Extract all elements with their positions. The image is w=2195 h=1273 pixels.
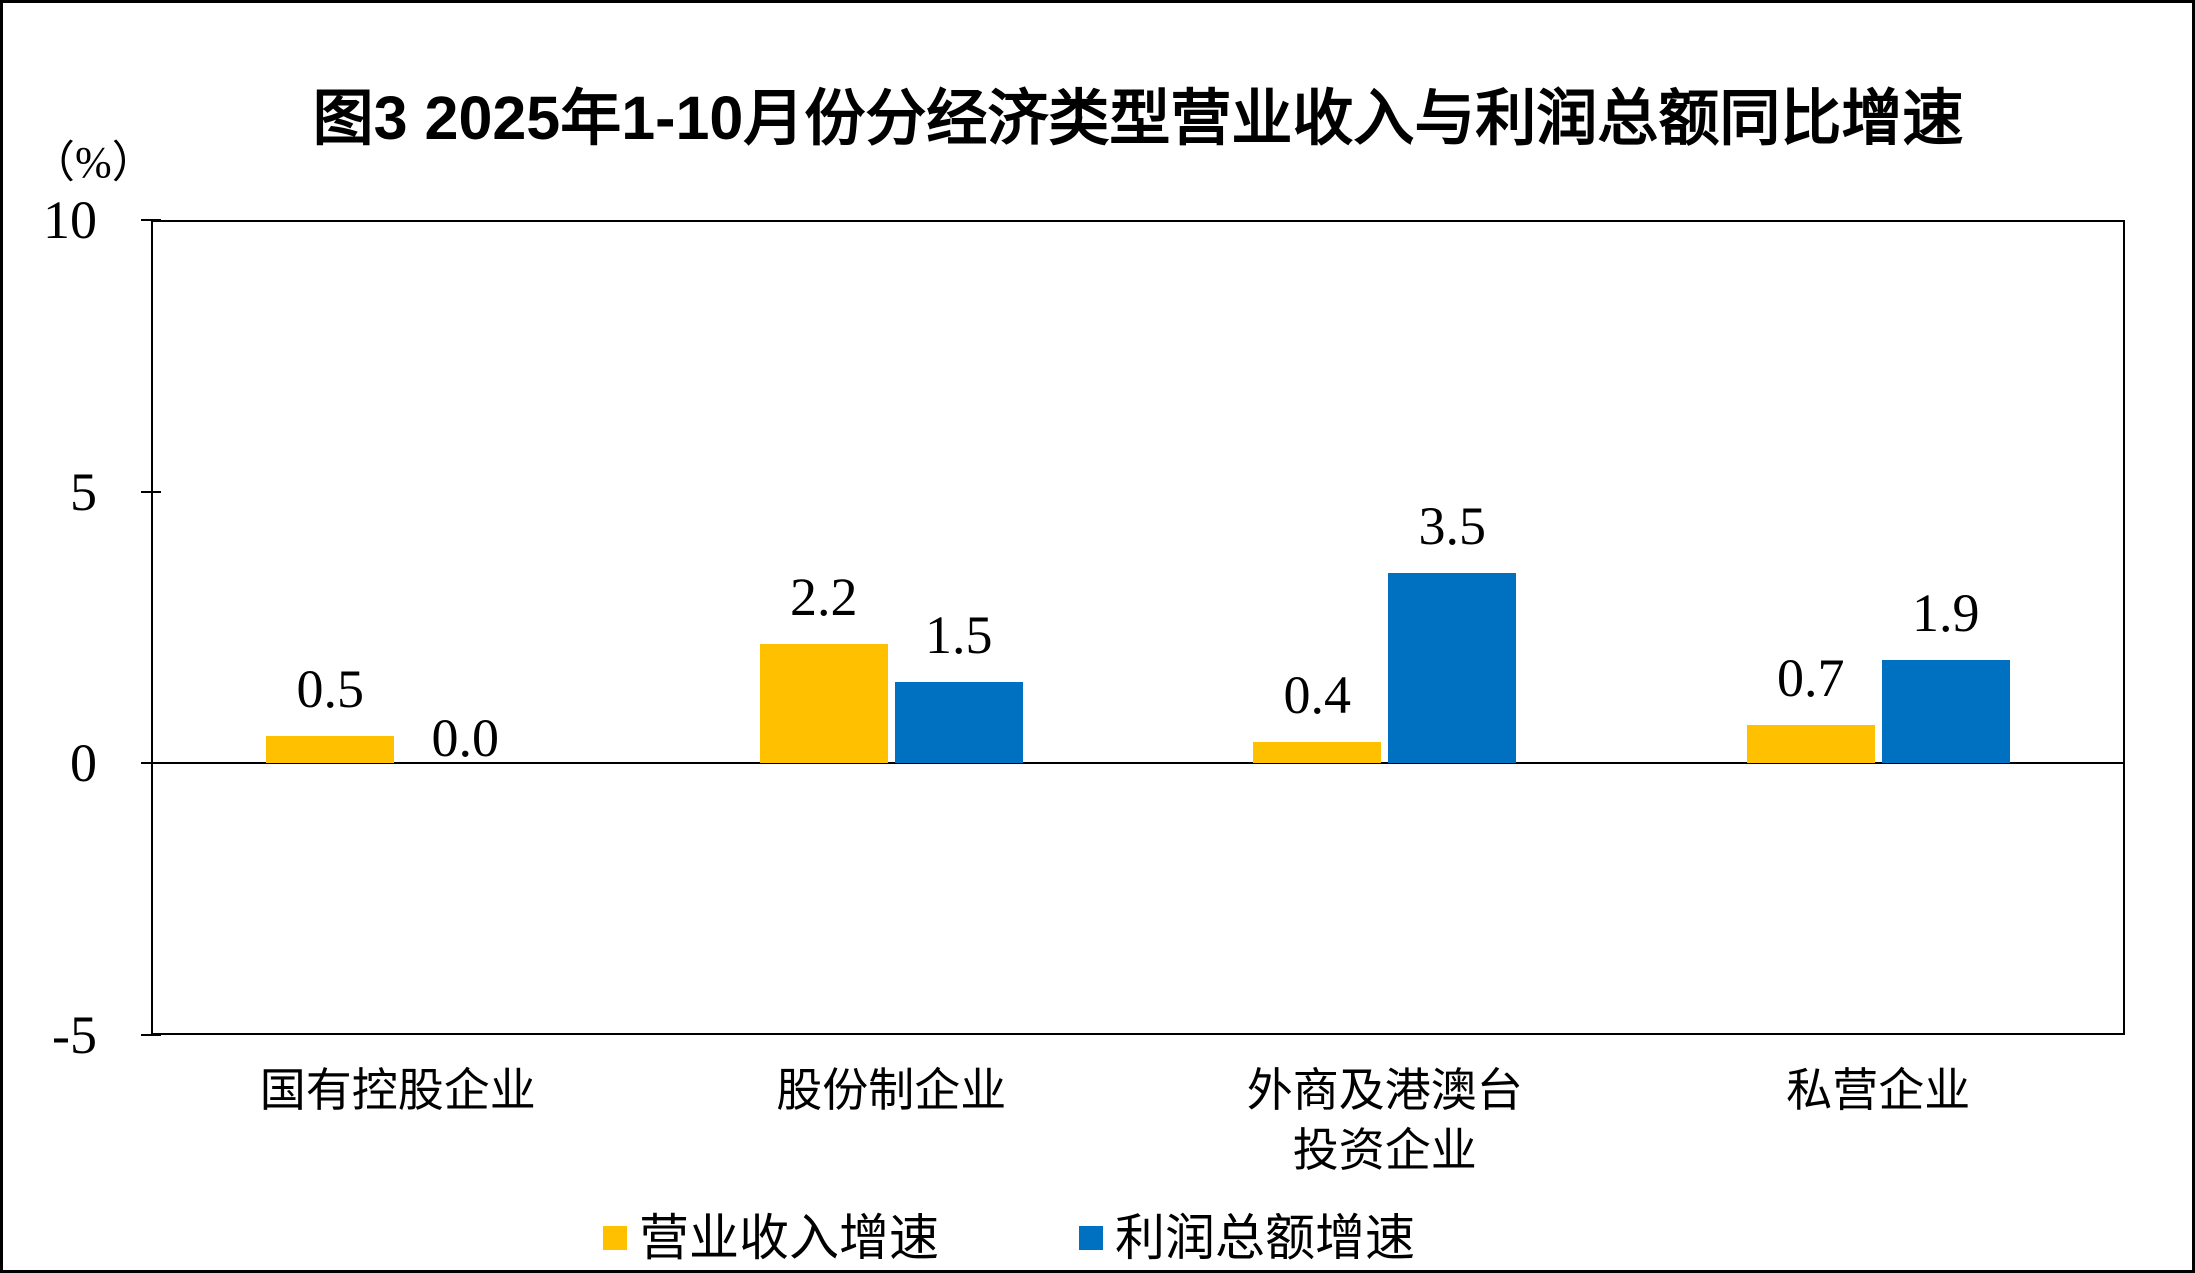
x-axis-category-label-line: 私营企业 [1786,1065,1971,1116]
plot-area [151,220,2125,1035]
y-axis-tick-label: 10 [43,190,97,250]
y-axis-tick-mark [141,1034,161,1036]
bar-value-label-revenue-1: 2.2 [790,566,858,627]
y-axis-tick-label: -5 [52,1005,97,1065]
legend-label-revenue: 营业收入增速 [639,1210,939,1266]
x-axis-category-label-line: 国有控股企业 [259,1065,536,1116]
bar-profit-1 [894,681,1023,764]
y-axis-tick-label: 0 [70,733,97,794]
y-axis-unit-label: （%） [31,138,156,187]
legend-item-profit: 利润总额增速 [1079,1209,1415,1267]
bar-value-label-profit-1: 1.5 [925,604,993,665]
x-axis-category-label-line: 外商及港澳台 [1246,1065,1523,1116]
bar-revenue-2 [1253,741,1382,764]
y-axis-tick-mark [141,490,161,493]
x-axis-category-label-line: 投资企业 [1292,1125,1477,1176]
legend-swatch-profit [1079,1226,1103,1250]
bar-revenue-1 [759,643,888,764]
x-axis-category-label: 私营企业 [1631,1061,2125,1121]
bar-revenue-0 [266,736,395,764]
bar-value-label-profit-2: 3.5 [1418,496,1487,557]
bar-value-label-profit-0: 0.0 [431,708,500,769]
bar-value-label-revenue-0: 0.5 [296,659,365,720]
bar-profit-2 [1388,573,1517,764]
bar-profit-3 [1881,660,2010,764]
bar-value-label-revenue-2: 0.4 [1283,664,1352,725]
x-axis-category-label: 外商及港澳台 投资企业 [1138,1061,1632,1181]
x-axis-category-label: 股份制企业 [644,1061,1138,1121]
bar-value-label-profit-3: 1.9 [1912,583,1980,644]
bar-value-label-revenue-3: 0.7 [1777,648,1845,709]
chart-title: 图3 2025年1-10月份分经济类型营业收入与利润总额同比增速 [312,84,1964,152]
legend-label-profit: 利润总额增速 [1115,1210,1415,1266]
zero-baseline [151,762,2125,765]
legend-item-revenue: 营业收入增速 [603,1209,939,1267]
x-axis-category-label-line: 股份制企业 [776,1065,1007,1116]
x-axis-category-label: 国有控股企业 [151,1061,645,1121]
legend-swatch-revenue [603,1226,627,1250]
y-axis-tick-mark [141,219,161,221]
bar-revenue-3 [1746,725,1875,764]
y-axis-tick-label: 5 [70,461,97,522]
legend: 营业收入增速 利润总额增速 [603,1203,1415,1270]
